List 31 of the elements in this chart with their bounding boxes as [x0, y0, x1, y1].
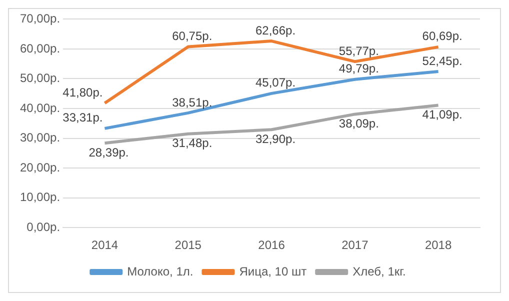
y-tick-label: 50,00р.: [20, 71, 60, 86]
legend-label: Хлеб, 1кг.: [352, 264, 406, 278]
legend-label: Яица, 10 шт: [239, 264, 308, 278]
y-tick-label: 60,00р.: [20, 41, 60, 56]
x-tick-label: 2016: [258, 238, 286, 252]
data-label: 38,51р.: [172, 95, 212, 110]
data-label: 62,66р.: [255, 23, 296, 38]
legend-label: Молоко, 1л.: [127, 264, 194, 278]
y-tick-label: 10,00р.: [20, 190, 60, 204]
data-label: 28,39р.: [88, 145, 129, 160]
x-tick-label: 2015: [174, 238, 202, 252]
data-label: 41,09р.: [422, 108, 462, 122]
data-label: 38,09р.: [338, 116, 379, 131]
y-tick-label: 40,00р.: [20, 100, 60, 115]
y-tick-label: 30,00р.: [20, 130, 60, 145]
data-label: 33,31р.: [62, 110, 103, 125]
x-tick-label: 2014: [91, 238, 118, 252]
y-tick-label: 20,00р.: [20, 160, 60, 174]
data-label: 60,75р.: [172, 29, 212, 44]
data-label: 60,69р.: [422, 29, 462, 44]
data-label: 41,80р.: [62, 85, 103, 100]
x-tick-label: 2017: [342, 238, 369, 252]
x-tick-label: 2018: [424, 238, 452, 252]
data-label: 32,90р.: [255, 132, 296, 146]
data-label: 45,07р.: [255, 76, 296, 90]
data-label: 31,48р.: [172, 136, 212, 150]
y-tick-label: 70,00р.: [20, 12, 60, 26]
data-label: 52,45р.: [422, 54, 462, 68]
data-label: 55,77р.: [338, 44, 379, 58]
y-tick-label: 0,00р.: [26, 220, 60, 234]
data-label: 49,79р.: [338, 62, 379, 76]
